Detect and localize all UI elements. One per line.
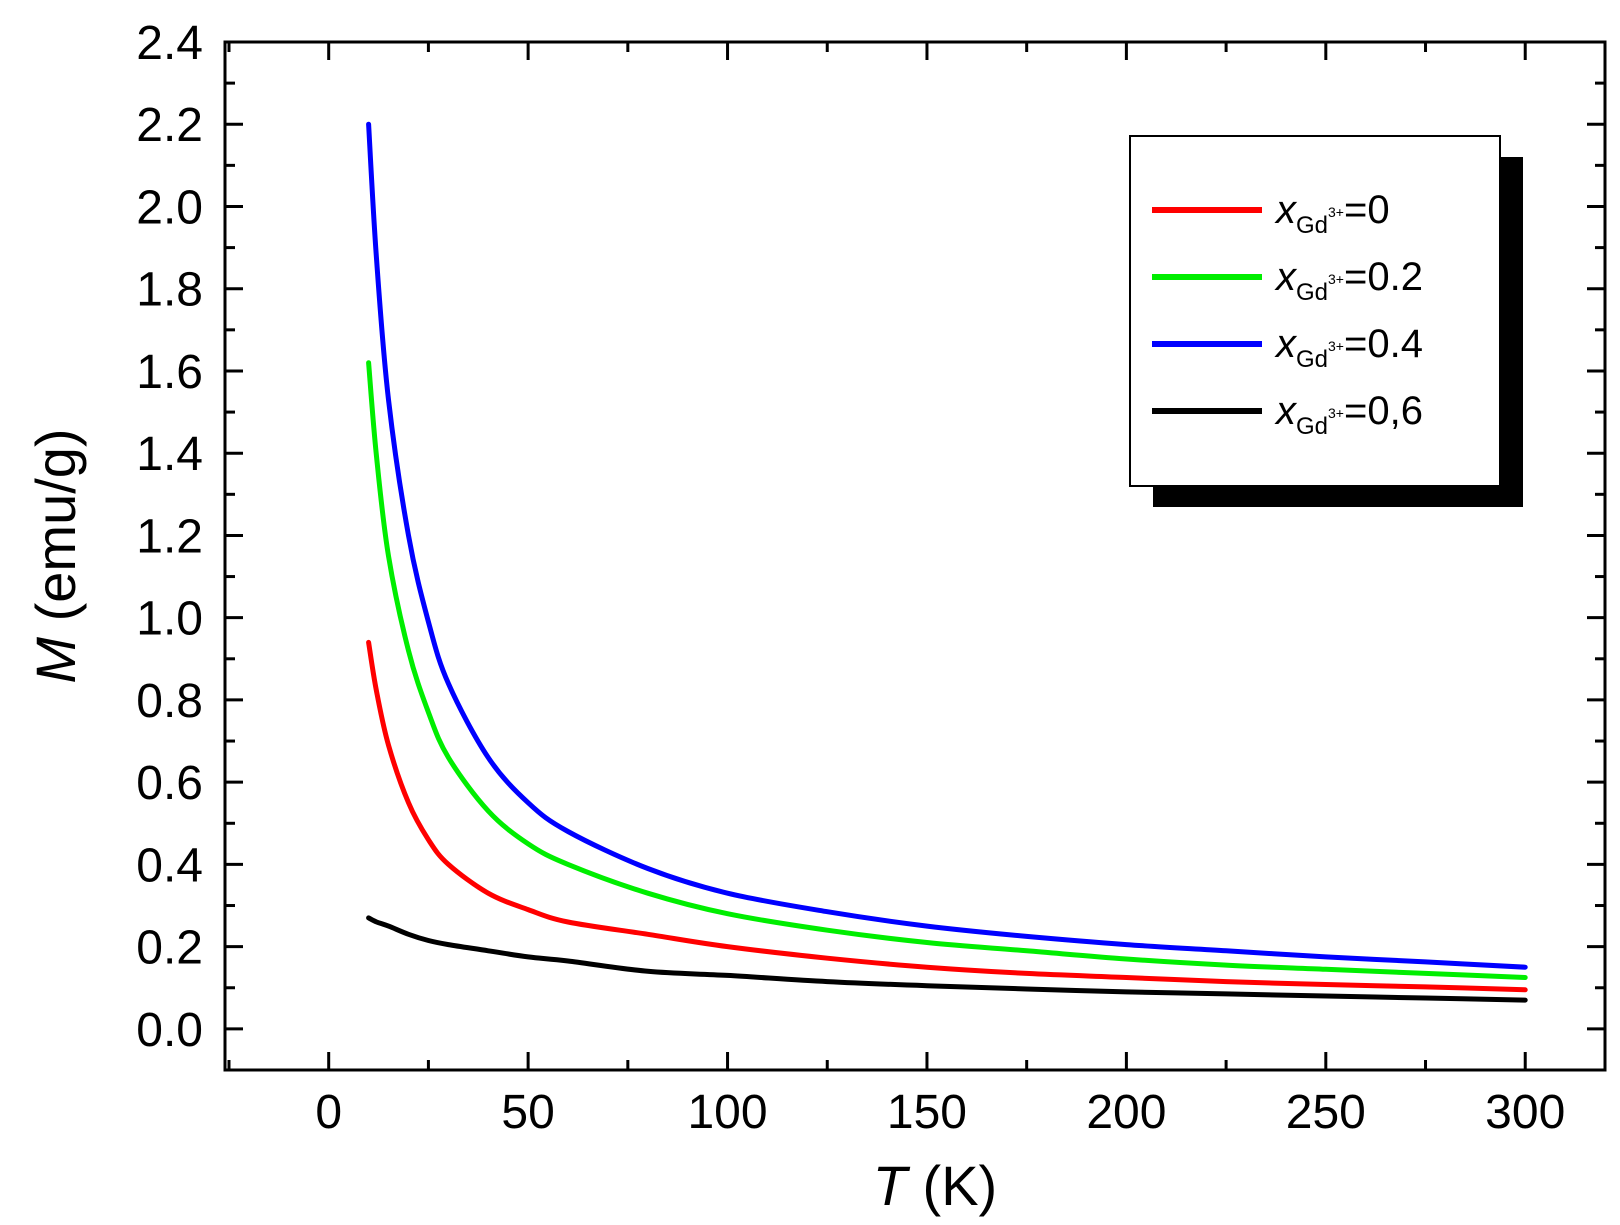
y-tick-label: 0.2 bbox=[136, 922, 203, 975]
plot-frame bbox=[223, 40, 1607, 1072]
y-tick-label: 1.6 bbox=[136, 346, 203, 399]
y-tick-label: 1.0 bbox=[136, 593, 203, 646]
series-line-3 bbox=[366, 915, 1528, 1003]
legend-label-2: xGd3+=0.4 bbox=[1274, 322, 1423, 373]
y-tick-label: 1.2 bbox=[136, 510, 203, 563]
legend-value: =0,6 bbox=[1344, 389, 1423, 433]
x-tick-label: 300 bbox=[1485, 1086, 1565, 1139]
y-tick-label: 0.6 bbox=[136, 757, 203, 810]
y-axis-unit: (emu/g) bbox=[24, 428, 87, 637]
y-tick-label: 0.4 bbox=[136, 839, 203, 892]
x-tick-label: 150 bbox=[887, 1086, 967, 1139]
legend-box bbox=[1129, 135, 1501, 487]
series-lines bbox=[366, 121, 1528, 1003]
legend-symbol: x bbox=[1274, 322, 1298, 366]
legend-label-3: xGd3+=0,6 bbox=[1274, 389, 1423, 440]
legend-value: =0.2 bbox=[1344, 255, 1423, 299]
y-tick-label: 2.0 bbox=[136, 181, 203, 234]
legend-subscript: Gd bbox=[1296, 413, 1328, 440]
x-tick-label: 50 bbox=[501, 1086, 554, 1139]
y-tick-label: 1.4 bbox=[136, 428, 203, 481]
legend-label-1: xGd3+=0.2 bbox=[1274, 255, 1423, 306]
axis-ticks bbox=[225, 40, 1605, 1072]
y-tick-label: 2.4 bbox=[136, 17, 203, 70]
x-tick-label: 0 bbox=[315, 1086, 342, 1139]
x-axis-unit: (K) bbox=[907, 1154, 997, 1217]
series-line-2 bbox=[366, 121, 1528, 970]
y-axis-var: M bbox=[24, 637, 87, 684]
legend-subscript: Gd bbox=[1296, 279, 1328, 306]
legend-superscript: 3+ bbox=[1328, 338, 1344, 354]
x-tick-label: 100 bbox=[687, 1086, 767, 1139]
legend-value: =0.4 bbox=[1344, 322, 1423, 366]
x-tick-label: 250 bbox=[1286, 1086, 1366, 1139]
legend-symbol: x bbox=[1274, 389, 1298, 433]
legend-superscript: 3+ bbox=[1328, 271, 1344, 287]
legend-symbol: x bbox=[1274, 188, 1298, 232]
x-tick-labels: 0 50 100 150 200 250 300 bbox=[315, 1086, 1565, 1139]
y-tick-label: 0.8 bbox=[136, 675, 203, 728]
x-tick-label: 200 bbox=[1086, 1086, 1166, 1139]
legend-superscript: 3+ bbox=[1328, 405, 1344, 421]
y-tick-label: 1.8 bbox=[136, 264, 203, 317]
legend-symbol: x bbox=[1274, 255, 1298, 299]
x-axis-title: T (K) bbox=[873, 1154, 997, 1217]
y-tick-labels: 0.0 0.2 0.4 0.6 0.8 1.0 1.2 1.4 1.6 1.8 2.0 2.2 2.4 bbox=[136, 17, 203, 1057]
legend-superscript: 3+ bbox=[1328, 204, 1344, 220]
legend-subscript: Gd bbox=[1296, 212, 1328, 239]
series-line-0 bbox=[366, 639, 1528, 993]
x-axis-var: T bbox=[873, 1154, 911, 1217]
legend-value: =0 bbox=[1344, 188, 1390, 232]
y-tick-label: 0.0 bbox=[136, 1004, 203, 1057]
y-tick-label: 2.2 bbox=[136, 99, 203, 152]
series-line-1 bbox=[366, 360, 1528, 980]
legend-subscript: Gd bbox=[1296, 346, 1328, 373]
legend-label-0: xGd3+=0 bbox=[1274, 188, 1390, 239]
y-axis-title: M (emu/g) bbox=[24, 428, 87, 683]
